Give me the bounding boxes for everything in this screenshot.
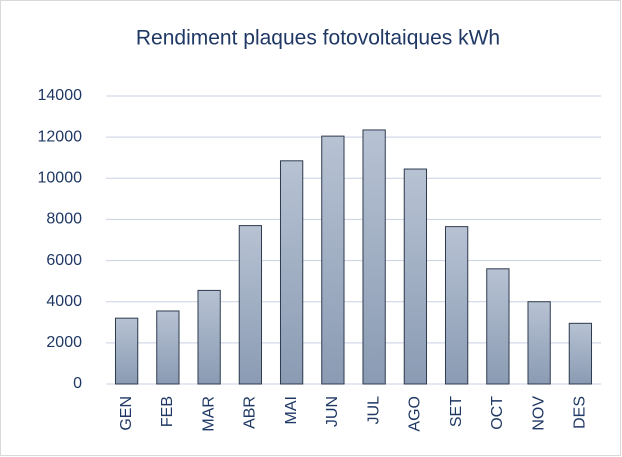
bar [403,168,428,385]
bar [527,301,551,385]
bar [114,317,139,385]
chart-title: Rendiment plaques fotovoltaiques kWh [136,27,500,50]
x-tick-label: JUN [324,396,341,427]
y-tick-label: 0 [73,375,82,392]
x-tick-label: DES [572,396,589,429]
x-tick-label: FEB [159,396,176,427]
y-tick-label: 2000 [46,334,82,351]
bar [279,160,304,385]
bar [486,268,510,385]
y-tick-label: 10000 [38,170,83,187]
bar [238,225,263,385]
bar [156,310,180,385]
bar [444,226,469,385]
y-tick-label: 8000 [46,211,82,228]
y-tick-label: 12000 [38,128,83,145]
x-tick-label: MAI [283,396,300,424]
bar [568,322,593,385]
bar [321,135,345,385]
x-tick-label: GEN [118,396,135,431]
bar [197,289,221,385]
x-tick-label: MAR [200,396,217,432]
y-tick-label: 14000 [38,87,83,104]
y-tick-label: 4000 [46,293,82,310]
bar [362,129,386,385]
x-tick-label: OCT [489,396,506,430]
x-tick-label: JUL [365,396,382,425]
y-tick-label: 6000 [46,252,82,269]
x-tick-label: SET [448,396,465,427]
x-tick-label: AGO [407,396,424,432]
x-tick-label: NOV [530,396,547,431]
x-tick-label: ABR [242,396,259,429]
